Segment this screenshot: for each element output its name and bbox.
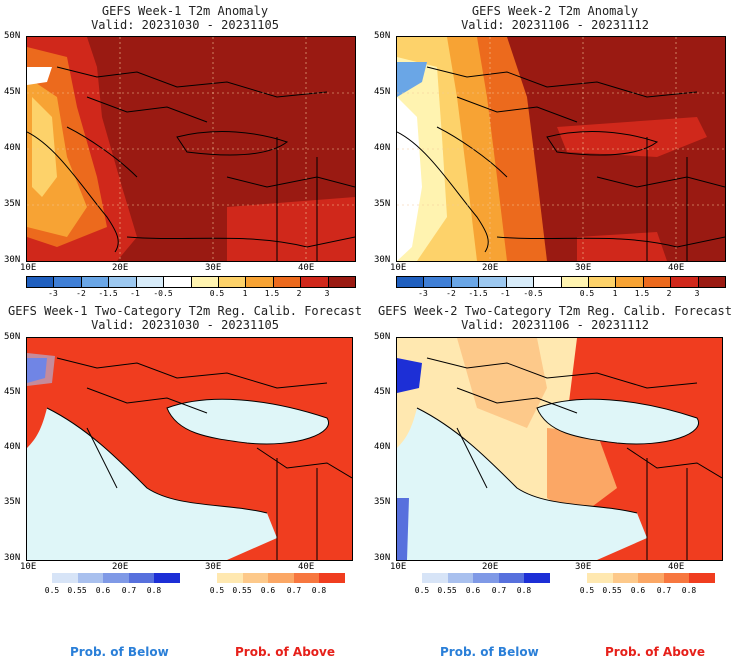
lat-label: 40N — [374, 442, 391, 452]
lon-label: 30E — [575, 263, 592, 273]
panel-subtitle: Valid: 20231106 - 20231112 — [461, 18, 649, 32]
panel-title: GEFS Week-2 T2m Anomaly — [471, 4, 639, 18]
lon-label: 30E — [575, 562, 592, 572]
anomaly-map-week1 — [26, 36, 356, 262]
lat-label: 50N — [374, 332, 391, 342]
prob-above-colorbar — [217, 573, 345, 583]
lon-label: 10E — [390, 562, 407, 572]
lon-label: 20E — [112, 263, 129, 273]
lon-label: 20E — [482, 263, 499, 273]
prob-above-colorbar — [587, 573, 715, 583]
lat-label: 40N — [4, 442, 21, 452]
lat-label: 50N — [4, 332, 21, 342]
lon-label: 30E — [205, 562, 222, 572]
lon-label: 40E — [298, 562, 315, 572]
panel-week2-probability: GEFS Week-2 Two-Category T2m Reg. Calib.… — [370, 300, 740, 662]
panel-subtitle: Valid: 20231106 - 20231112 — [461, 318, 649, 332]
lat-label: 30N — [4, 553, 21, 563]
prob-below-colorbar — [52, 573, 180, 583]
anomaly-map-week2 — [396, 36, 726, 262]
lon-label: 40E — [668, 263, 685, 273]
lat-label: 35N — [4, 497, 21, 507]
lat-label: 40N — [4, 143, 21, 153]
lat-label: 45N — [374, 87, 391, 97]
lon-label: 10E — [390, 263, 407, 273]
lon-label: 10E — [20, 263, 37, 273]
probability-map-week2 — [396, 337, 723, 561]
lat-label: 30N — [4, 255, 21, 265]
lat-label: 30N — [374, 553, 391, 563]
lat-label: 50N — [4, 31, 21, 41]
panel-title: GEFS Week-2 Two-Category T2m Reg. Calib.… — [377, 304, 732, 318]
lat-label: 45N — [4, 87, 21, 97]
lat-label: 35N — [374, 497, 391, 507]
prob-below-colorbar — [422, 573, 550, 583]
panel-week2-anomaly: GEFS Week-2 T2m Anomaly Valid: 20231106 … — [370, 0, 740, 300]
prob-below-title: Prob. of Below — [70, 645, 169, 659]
panel-subtitle: Valid: 20231030 - 20231105 — [91, 18, 279, 32]
prob-above-title: Prob. of Above — [235, 645, 336, 659]
lat-label: 35N — [4, 199, 21, 209]
lat-label: 45N — [4, 387, 21, 397]
prob-above-title: Prob. of Above — [605, 645, 706, 659]
probability-map-week1 — [26, 337, 353, 561]
lon-label: 10E — [20, 562, 37, 572]
lat-label: 30N — [374, 255, 391, 265]
lon-label: 20E — [482, 562, 499, 572]
panel-title: GEFS Week-1 Two-Category T2m Reg. Calib.… — [7, 304, 362, 318]
lon-label: 40E — [668, 562, 685, 572]
lon-label: 40E — [298, 263, 315, 273]
panel-week1-anomaly: GEFS Week-1 T2m Anomaly Valid: 20231030 … — [0, 0, 370, 300]
prob-below-title: Prob. of Below — [440, 645, 539, 659]
lat-label: 50N — [374, 31, 391, 41]
lat-label: 35N — [374, 199, 391, 209]
panel-title: GEFS Week-1 T2m Anomaly — [101, 4, 269, 18]
panel-week1-probability: GEFS Week-1 Two-Category T2m Reg. Calib.… — [0, 300, 370, 662]
lat-label: 40N — [374, 143, 391, 153]
anomaly-colorbar — [396, 276, 726, 288]
lon-label: 30E — [205, 263, 222, 273]
panel-subtitle: Valid: 20231030 - 20231105 — [91, 318, 279, 332]
anomaly-colorbar — [26, 276, 356, 288]
lon-label: 20E — [112, 562, 129, 572]
lat-label: 45N — [374, 387, 391, 397]
